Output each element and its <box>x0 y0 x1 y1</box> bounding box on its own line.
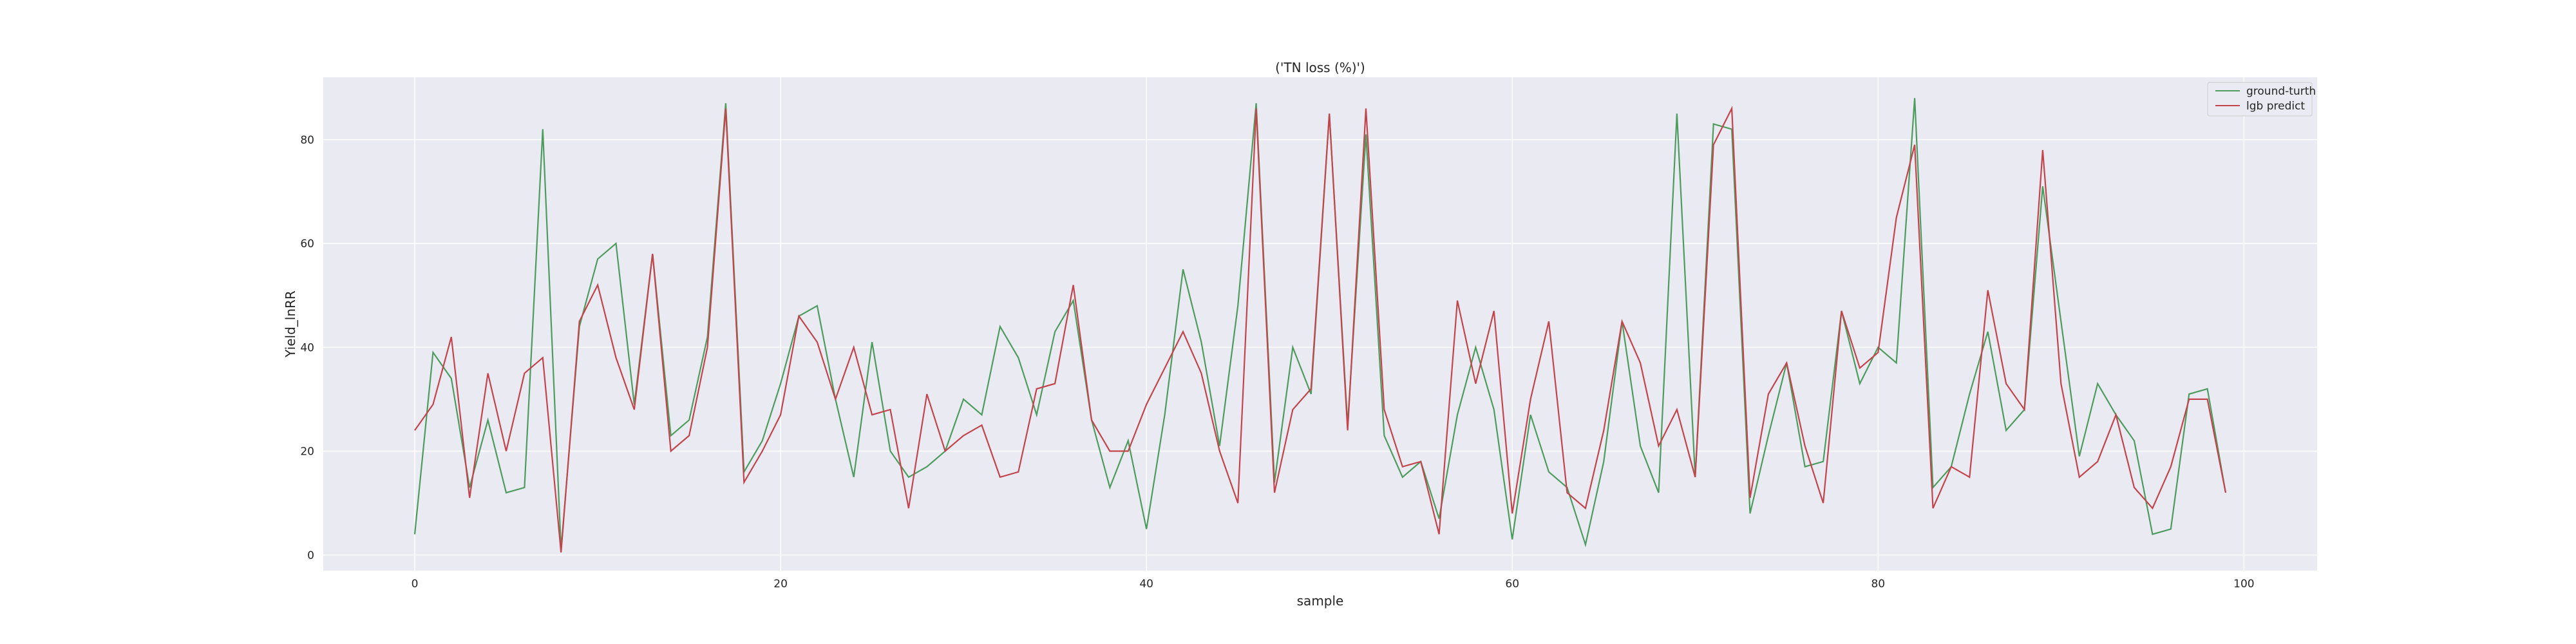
x-tick-label: 80 <box>1871 578 1885 591</box>
plot-background <box>323 77 2317 571</box>
y-tick-label: 20 <box>300 446 314 459</box>
x-tick-label: 20 <box>773 578 788 591</box>
y-axis-label: Yield_lnRR <box>283 290 298 358</box>
x-tick-label: 40 <box>1139 578 1153 591</box>
chart-title: ('TN loss (%)') <box>1275 60 1365 75</box>
legend: ground-turth lgb predict <box>2207 82 2316 117</box>
y-tick-label: 40 <box>300 341 314 354</box>
ticks: 0 20 40 60 80 100 0 20 40 60 80 <box>300 134 2254 591</box>
x-tick-label: 0 <box>412 578 419 591</box>
x-tick-label: 100 <box>2233 578 2254 591</box>
series-line-lgb-predict <box>414 106 2227 553</box>
grid <box>323 77 2317 571</box>
legend-label-ground-turth: ground-turth <box>2246 85 2316 98</box>
y-tick-label: 60 <box>300 238 314 251</box>
legend-label-lgb-predict: lgb predict <box>2246 100 2305 113</box>
series-layer <box>413 98 2227 553</box>
y-tick-label: 0 <box>307 549 314 562</box>
y-tick-label: 80 <box>300 134 314 147</box>
x-tick-label: 60 <box>1505 578 1519 591</box>
x-axis-label: sample <box>1297 593 1344 609</box>
